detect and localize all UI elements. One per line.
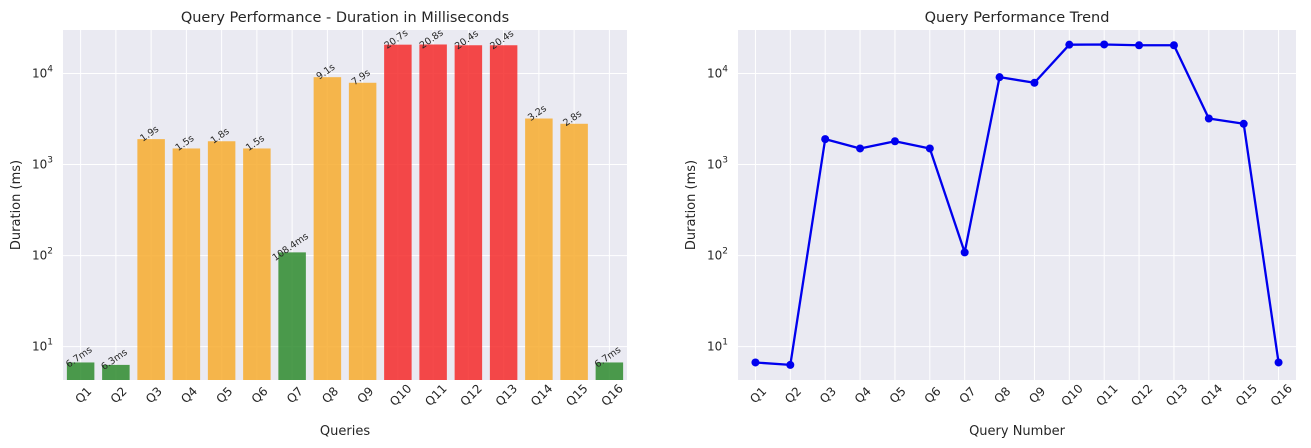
y-tick-label: 103 [707, 156, 728, 172]
y-tick-label: 104 [707, 64, 728, 80]
bar [560, 123, 588, 380]
x-tick-label: Q10 [1058, 381, 1085, 408]
data-point [995, 73, 1004, 82]
x-tick-label: Q9 [354, 384, 376, 406]
x-tick-label: Q3 [143, 384, 165, 406]
x-tick-label: Q15 [563, 381, 590, 408]
data-point [1169, 41, 1178, 50]
x-tick-label: Q5 [213, 384, 235, 406]
x-axis-label: Queries [320, 424, 370, 439]
bar [419, 44, 447, 380]
chart-title: Query Performance Trend [925, 10, 1110, 26]
x-tick-label: Q13 [1163, 381, 1190, 408]
bar [243, 148, 271, 380]
y-axis-label: Duration (ms) [684, 160, 699, 250]
x-tick-label: Q1 [72, 384, 94, 406]
x-tick-label: Q2 [108, 384, 130, 406]
x-tick-label: Q4 [178, 384, 200, 406]
bar [207, 141, 236, 380]
bar [313, 77, 342, 381]
y-tick-label: 104 [32, 64, 53, 80]
data-point [1274, 358, 1283, 367]
plot-area [738, 30, 1296, 380]
bar [489, 45, 518, 380]
bar [454, 45, 483, 380]
bar [348, 82, 377, 380]
panel-1: 101 102 103 104 Q1 Q2 Q3 Q4 Q5 Q6 Q7 Q8 Q9 Q10 Q11 Q12 Q… [9, 10, 627, 439]
x-tick-label: Q5 [887, 384, 909, 406]
x-tick-label: Q6 [922, 384, 944, 406]
data-point [1065, 40, 1074, 49]
data-point [1030, 78, 1039, 87]
x-tick-label: Q12 [458, 381, 485, 408]
y-tick-label: 103 [32, 156, 53, 172]
x-tick-label: Q16 [599, 381, 626, 408]
x-tick-label: Q1 [747, 384, 769, 406]
data-point [856, 144, 865, 153]
x-axis-label: Query Number [969, 424, 1066, 439]
bar [102, 364, 130, 380]
x-tick-label: Q3 [817, 384, 839, 406]
series-line [755, 43, 1280, 367]
x-tick-label: Q11 [422, 381, 449, 408]
y-axis-label: Duration (ms) [9, 160, 24, 250]
data-point [1135, 41, 1144, 50]
chart-title: Query Performance - Duration in Millisec… [181, 10, 509, 26]
x-tick-label: Q7 [957, 384, 979, 406]
data-point [890, 137, 899, 146]
x-tick-label: Q8 [991, 384, 1013, 406]
x-tick-label: Q6 [249, 384, 271, 406]
x-tick-label: Q12 [1128, 381, 1155, 408]
bar [525, 118, 553, 380]
y-tick-label: 102 [32, 247, 53, 263]
bar [172, 148, 201, 380]
bar [278, 252, 306, 380]
x-tick-label: Q11 [1093, 381, 1120, 408]
x-tick-label: Q2 [782, 384, 804, 406]
x-tick-label: Q13 [493, 381, 520, 408]
x-tick-label: Q7 [284, 384, 306, 406]
bar [137, 139, 165, 380]
x-tick-label: Q10 [387, 381, 414, 408]
x-tick-label: Q14 [528, 381, 555, 408]
data-point [751, 358, 760, 367]
data-point [960, 248, 969, 257]
data-point [1204, 114, 1213, 123]
data-point [821, 135, 830, 144]
data-point [1239, 119, 1248, 128]
x-tick-label: Q4 [852, 384, 874, 406]
y-tick-label: 101 [32, 338, 53, 354]
x-tick-label: Q8 [319, 384, 341, 406]
x-tick-label: Q15 [1233, 381, 1260, 408]
x-tick-label: Q9 [1026, 384, 1048, 406]
bar [595, 362, 624, 380]
data-point [1100, 40, 1109, 49]
y-tick-label: 101 [707, 338, 728, 354]
x-tick-label: Q14 [1198, 381, 1225, 408]
x-tick-label: Q16 [1268, 381, 1295, 408]
panel-2: 101 102 103 104 Q1 Q2 Q3 Q4 Q5 Q6 Q7 Q8 Q9 Q10 Q11 Q12 Q… [684, 10, 1296, 439]
data-point [925, 144, 934, 153]
y-tick-label: 102 [707, 247, 728, 263]
data-point [786, 360, 795, 369]
bar [66, 362, 95, 380]
bar [384, 44, 412, 380]
